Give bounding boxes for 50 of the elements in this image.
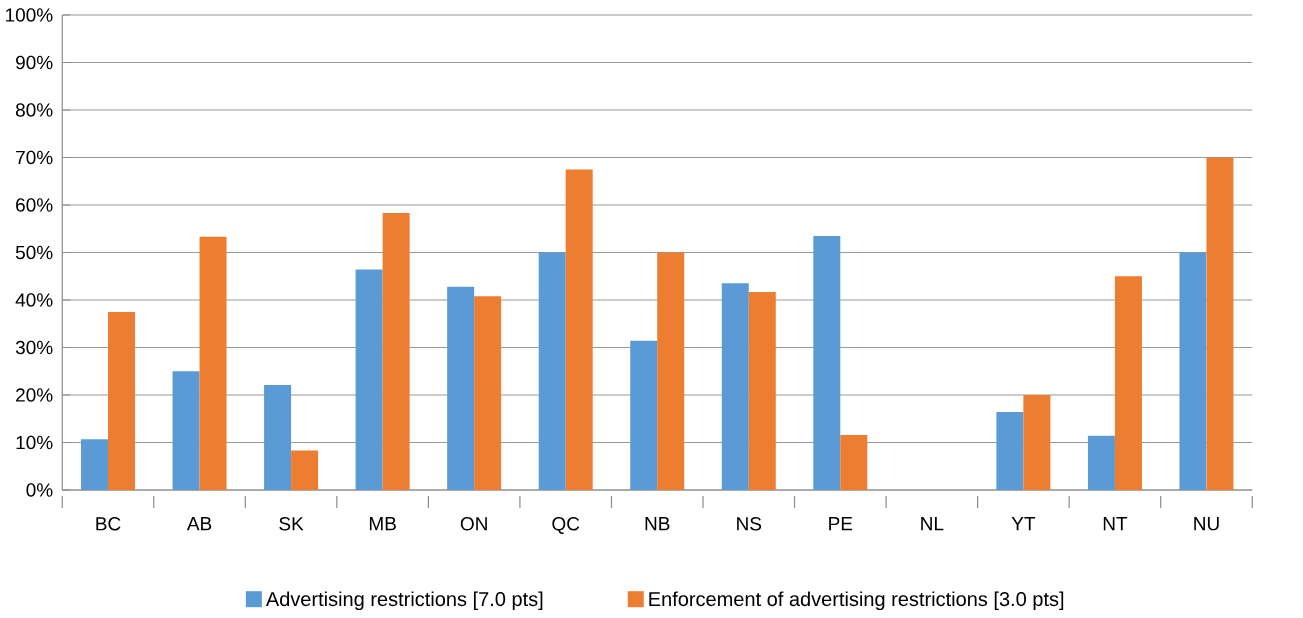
- bar: [81, 439, 108, 490]
- y-tick-label: 90%: [16, 55, 53, 70]
- bar: [355, 269, 383, 490]
- x-tick-label: NU: [1194, 517, 1219, 531]
- y-tick-label: 60%: [16, 198, 53, 212]
- x-tick-label: NS: [737, 517, 762, 531]
- bar: [565, 169, 593, 490]
- x-tick-label: MB: [369, 517, 396, 531]
- bar: [474, 296, 502, 490]
- bar: [291, 450, 319, 490]
- x-tick-label: NB: [645, 517, 670, 531]
- y-tick-label: 10%: [16, 435, 53, 450]
- x-tick-label: NL: [921, 517, 944, 531]
- x-tick-label: QC: [552, 517, 580, 534]
- bar: [382, 213, 410, 490]
- bar: [630, 340, 658, 490]
- x-tick-label: BC: [96, 517, 121, 531]
- bar: [1087, 435, 1115, 490]
- bar: [996, 412, 1024, 490]
- x-tick-label: ON: [460, 517, 487, 531]
- x-tick-label: YT: [1011, 517, 1036, 531]
- y-tick-label: 0%: [26, 483, 53, 497]
- y-tick-label: 20%: [16, 388, 53, 402]
- bar: [1179, 252, 1207, 490]
- bar: [721, 283, 749, 490]
- x-tick-label: SK: [279, 517, 304, 531]
- bar: [657, 252, 685, 490]
- legend-label: Enforcement of advertising restrictions [3.0 pts]: [649, 591, 1064, 611]
- bar: [1114, 276, 1142, 490]
- x-tick-label: AB: [186, 517, 212, 531]
- legend-label: Advertising restrictions [7.0 pts]: [265, 591, 543, 611]
- bar: [1023, 395, 1051, 490]
- bar: [172, 371, 200, 490]
- bar: [748, 291, 776, 490]
- bar: [813, 235, 841, 490]
- bar: [199, 236, 227, 490]
- y-tick-label: 100%: [6, 8, 53, 22]
- y-tick-label: 70%: [16, 150, 53, 165]
- y-tick-label: 80%: [15, 103, 53, 117]
- x-tick-label: PE: [829, 517, 853, 531]
- bar: [108, 311, 136, 490]
- bar: [1206, 157, 1234, 490]
- bar: [264, 385, 292, 490]
- bar: [538, 252, 566, 490]
- bar: [840, 434, 868, 490]
- y-tick-label: 40%: [15, 293, 53, 307]
- y-tick-label: 50%: [15, 245, 53, 260]
- y-tick-label: 30%: [15, 340, 53, 355]
- bar: [447, 286, 475, 490]
- x-tick-label: NT: [1103, 517, 1128, 531]
